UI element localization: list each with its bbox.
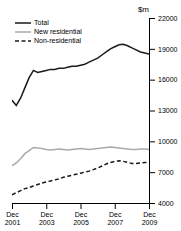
legend-swatch — [15, 31, 31, 33]
y-tick-mark — [149, 172, 155, 173]
x-tick-label-line: Dec — [75, 211, 88, 218]
y-tick-mark — [149, 49, 155, 50]
x-tick: Dec2005 — [73, 203, 89, 226]
legend-label: New residential — [34, 28, 82, 35]
x-tick: Dec2007 — [107, 203, 123, 226]
x-tick-label-line: 2005 — [73, 219, 89, 226]
legend-item: Non-residential — [15, 37, 82, 44]
x-tick-label-line: 2003 — [39, 219, 55, 226]
x-tick-label: Dec2005 — [73, 211, 89, 226]
x-tick-label-line: Dec — [6, 211, 19, 218]
x-tick-label-line: 2007 — [107, 219, 123, 226]
x-tick-label-line: Dec — [109, 211, 122, 218]
series-line — [12, 44, 149, 105]
legend: Total New residential Non-residential — [15, 19, 82, 44]
series-line — [12, 147, 149, 166]
y-tick-label: 10000 — [158, 138, 178, 145]
y-tick-label: 22000 — [158, 15, 178, 22]
x-tick-mark — [46, 203, 47, 209]
x-tick: Dec2003 — [39, 203, 55, 226]
y-tick-mark — [149, 80, 155, 81]
y-tick-label: 4000 — [158, 200, 174, 207]
y-tick-label: 13000 — [158, 107, 178, 114]
legend-item: Total — [15, 19, 49, 26]
y-tick: 7000 — [149, 169, 174, 176]
x-axis: Dec2001Dec2003Dec2005Dec2007Dec2009 — [5, 203, 158, 226]
y-tick-label: 19000 — [158, 46, 178, 53]
y-tick: 10000 — [149, 138, 178, 145]
y-tick: 19000 — [149, 46, 178, 53]
legend-swatch — [15, 40, 31, 42]
x-tick: Dec2001 — [5, 203, 21, 226]
y-axis: 4000 7000 10000 13000 16000 19000 22000 — [149, 15, 178, 207]
chart: 400070001000013000160001900022000Dec2001… — [0, 0, 181, 231]
x-tick: Dec2009 — [142, 203, 158, 226]
series-line — [12, 161, 149, 195]
y-tick-mark — [149, 18, 155, 19]
x-tick-mark — [149, 203, 150, 209]
x-tick-mark — [115, 203, 116, 209]
x-tick-label-line: Dec — [41, 211, 54, 218]
x-tick-mark — [81, 203, 82, 209]
y-tick: 13000 — [149, 107, 178, 114]
y-tick: 22000 — [149, 15, 178, 22]
x-tick-label: Dec2003 — [39, 211, 55, 226]
y-tick: 16000 — [149, 76, 178, 83]
y-tick-mark — [149, 141, 155, 142]
y-tick: 4000 — [149, 200, 174, 207]
y-axis-title: $m — [138, 5, 149, 14]
legend-item: New residential — [15, 28, 82, 35]
y-tick-label: 7000 — [158, 169, 174, 176]
x-tick-mark — [12, 203, 13, 209]
y-tick-mark — [149, 111, 155, 112]
legend-swatch — [15, 22, 31, 24]
plot-area — [12, 44, 149, 195]
legend-label: Total — [34, 19, 49, 26]
x-tick-label-line: Dec — [143, 211, 156, 218]
y-tick-label: 16000 — [158, 76, 178, 83]
x-tick-label: Dec2009 — [142, 211, 158, 226]
legend-label: Non-residential — [34, 37, 82, 44]
x-tick-label: Dec2007 — [107, 211, 123, 226]
x-tick-label-line: 2001 — [5, 219, 21, 226]
x-tick-label: Dec2001 — [5, 211, 21, 226]
x-tick-label-line: 2009 — [142, 219, 158, 226]
